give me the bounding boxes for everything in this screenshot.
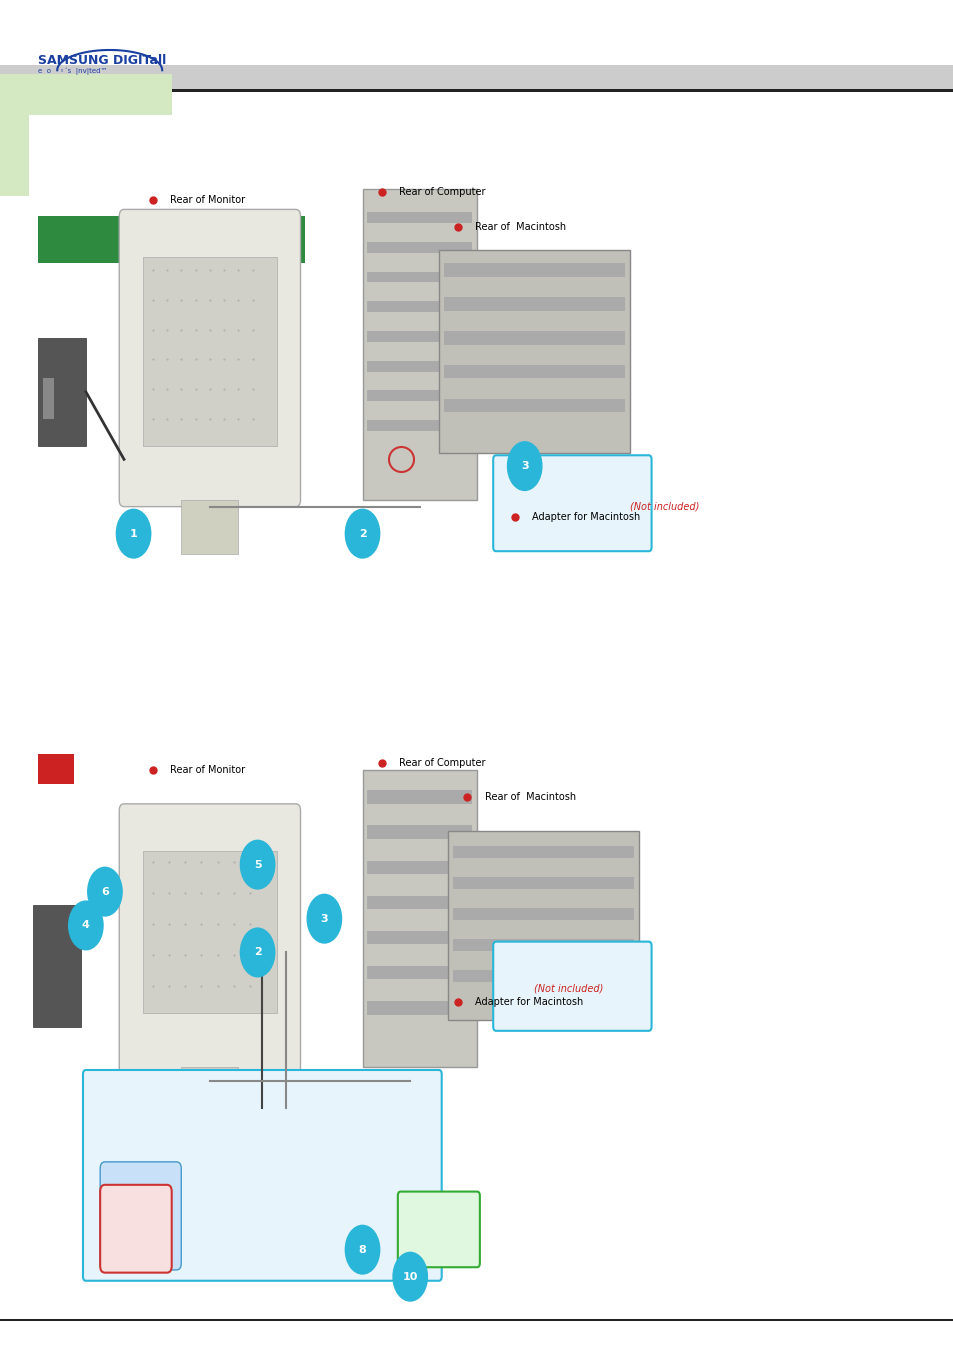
FancyBboxPatch shape (100, 1162, 181, 1270)
Text: Rear of Monitor: Rear of Monitor (170, 765, 245, 775)
Bar (0, 74, 172, 196)
Text: (Not included): (Not included) (629, 501, 699, 512)
Text: Rear of  Macintosh: Rear of Macintosh (475, 222, 566, 232)
Bar (38, 338, 86, 446)
Text: 4: 4 (82, 920, 90, 931)
Bar (143, 851, 276, 1013)
Bar (443, 297, 624, 311)
Text: 2: 2 (253, 947, 261, 958)
FancyBboxPatch shape (100, 1185, 172, 1273)
Bar (0, 89, 953, 92)
Text: Rear of Monitor: Rear of Monitor (170, 195, 245, 205)
FancyBboxPatch shape (397, 1192, 479, 1267)
FancyBboxPatch shape (83, 1070, 441, 1281)
Text: 10: 10 (402, 1271, 417, 1282)
Bar (367, 301, 472, 312)
Text: Adapter for Macintosh: Adapter for Macintosh (532, 512, 639, 523)
Text: 6: 6 (101, 886, 109, 897)
Circle shape (88, 867, 122, 916)
Bar (367, 242, 472, 253)
Text: 2: 2 (358, 528, 366, 539)
Bar (438, 250, 629, 453)
FancyBboxPatch shape (493, 942, 651, 1031)
Bar (367, 331, 472, 342)
Bar (367, 212, 472, 223)
Bar (367, 420, 472, 431)
Bar (362, 189, 476, 500)
Bar (143, 257, 276, 446)
Bar (453, 970, 634, 982)
Circle shape (345, 1225, 379, 1274)
FancyBboxPatch shape (493, 455, 651, 551)
Text: SAMSUNG DIGITall: SAMSUNG DIGITall (38, 54, 166, 68)
Bar (43, 378, 54, 419)
Circle shape (393, 1252, 427, 1301)
Bar (453, 939, 634, 951)
Bar (453, 908, 634, 920)
Bar (367, 1001, 472, 1015)
Bar (443, 263, 624, 277)
Bar (38, 754, 74, 784)
FancyBboxPatch shape (119, 804, 300, 1074)
Bar (33, 905, 81, 1027)
FancyBboxPatch shape (119, 209, 300, 507)
Bar (29, 115, 172, 196)
Circle shape (507, 442, 541, 490)
Bar (443, 399, 624, 412)
Circle shape (345, 509, 379, 558)
Bar (367, 272, 472, 282)
Bar (362, 770, 476, 1067)
Text: Rear of  Macintosh: Rear of Macintosh (484, 792, 576, 802)
Bar (0, 1319, 953, 1321)
Text: 1: 1 (130, 528, 137, 539)
Circle shape (116, 509, 151, 558)
Bar (367, 896, 472, 909)
Bar (38, 216, 305, 263)
Text: Adapter for Macintosh: Adapter for Macintosh (475, 997, 582, 1008)
Bar (367, 861, 472, 874)
Bar (367, 825, 472, 839)
Circle shape (307, 894, 341, 943)
Text: 3: 3 (320, 913, 328, 924)
Bar (453, 846, 634, 858)
Text: Rear of Computer: Rear of Computer (398, 758, 485, 769)
Bar (0, 65, 953, 89)
Text: Rear of Computer: Rear of Computer (398, 186, 485, 197)
Text: (Not included): (Not included) (534, 984, 603, 994)
Bar (181, 1067, 238, 1115)
Bar (367, 966, 472, 979)
Bar (448, 831, 639, 1020)
Bar (181, 500, 238, 554)
Bar (367, 361, 472, 372)
Text: e  o    ◦´s  |nv|ted™: e o ◦´s |nv|ted™ (38, 68, 108, 76)
Bar (453, 877, 634, 889)
Bar (367, 390, 472, 401)
Bar (443, 331, 624, 345)
Bar (367, 790, 472, 804)
Bar (443, 365, 624, 378)
Circle shape (240, 840, 274, 889)
Circle shape (69, 901, 103, 950)
Bar (367, 931, 472, 944)
Circle shape (240, 928, 274, 977)
Text: 5: 5 (253, 859, 261, 870)
Text: 8: 8 (358, 1244, 366, 1255)
Text: 3: 3 (520, 461, 528, 471)
